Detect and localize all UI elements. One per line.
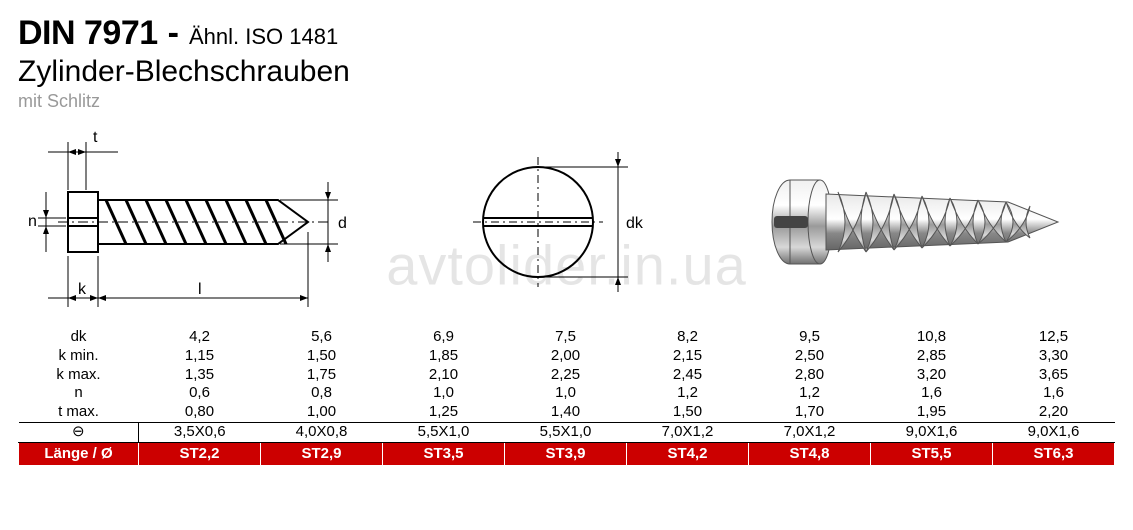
row-label: k max. (19, 366, 139, 385)
top-view-diagram: dk (458, 132, 658, 312)
figure-row: t n d k l (18, 122, 1115, 322)
product-variant: mit Schlitz (18, 91, 1115, 112)
row-slot: ⊖ 3,5X0,6 4,0X0,8 5,5X1,0 5,5X1,0 7,0X1,… (19, 422, 1115, 442)
row-label: k min. (19, 347, 139, 366)
row-label: ⊖ (19, 422, 139, 442)
row-tmax: t max. 0,80 1,00 1,25 1,40 1,50 1,70 1,9… (19, 403, 1115, 422)
label-d: d (338, 215, 347, 232)
row-label: dk (19, 328, 139, 347)
label-t: t (93, 129, 98, 146)
row-label: Länge / Ø (19, 442, 139, 466)
row-label: t max. (19, 403, 139, 422)
dimension-table: dk 4,2 5,6 6,9 7,5 8,2 9,5 10,8 12,5 k m… (18, 328, 1115, 466)
row-n: n 0,6 0,8 1,0 1,0 1,2 1,2 1,6 1,6 (19, 384, 1115, 403)
row-label: n (19, 384, 139, 403)
header: DIN 7971 - Ähnl. ISO 1481 (18, 14, 1115, 53)
label-l: l (198, 281, 202, 298)
dash: - (168, 14, 179, 53)
row-kmin: k min. 1,15 1,50 1,85 2,00 2,15 2,50 2,8… (19, 347, 1115, 366)
label-dk: dk (626, 215, 644, 232)
din-code: DIN 7971 (18, 14, 158, 53)
side-view-diagram: t n d k l (28, 122, 368, 322)
product-name: Zylinder-Blechschrauben (18, 55, 1115, 89)
screw-render (748, 152, 1078, 292)
row-kmax: k max. 1,35 1,75 2,10 2,25 2,45 2,80 3,2… (19, 366, 1115, 385)
iso-reference: Ähnl. ISO 1481 (189, 24, 338, 50)
label-n: n (28, 213, 37, 230)
label-k: k (78, 281, 87, 298)
row-sizes: Länge / Ø ST2,2 ST2,9 ST3,5 ST3,9 ST4,2 … (19, 442, 1115, 466)
row-dk: dk 4,2 5,6 6,9 7,5 8,2 9,5 10,8 12,5 (19, 328, 1115, 347)
